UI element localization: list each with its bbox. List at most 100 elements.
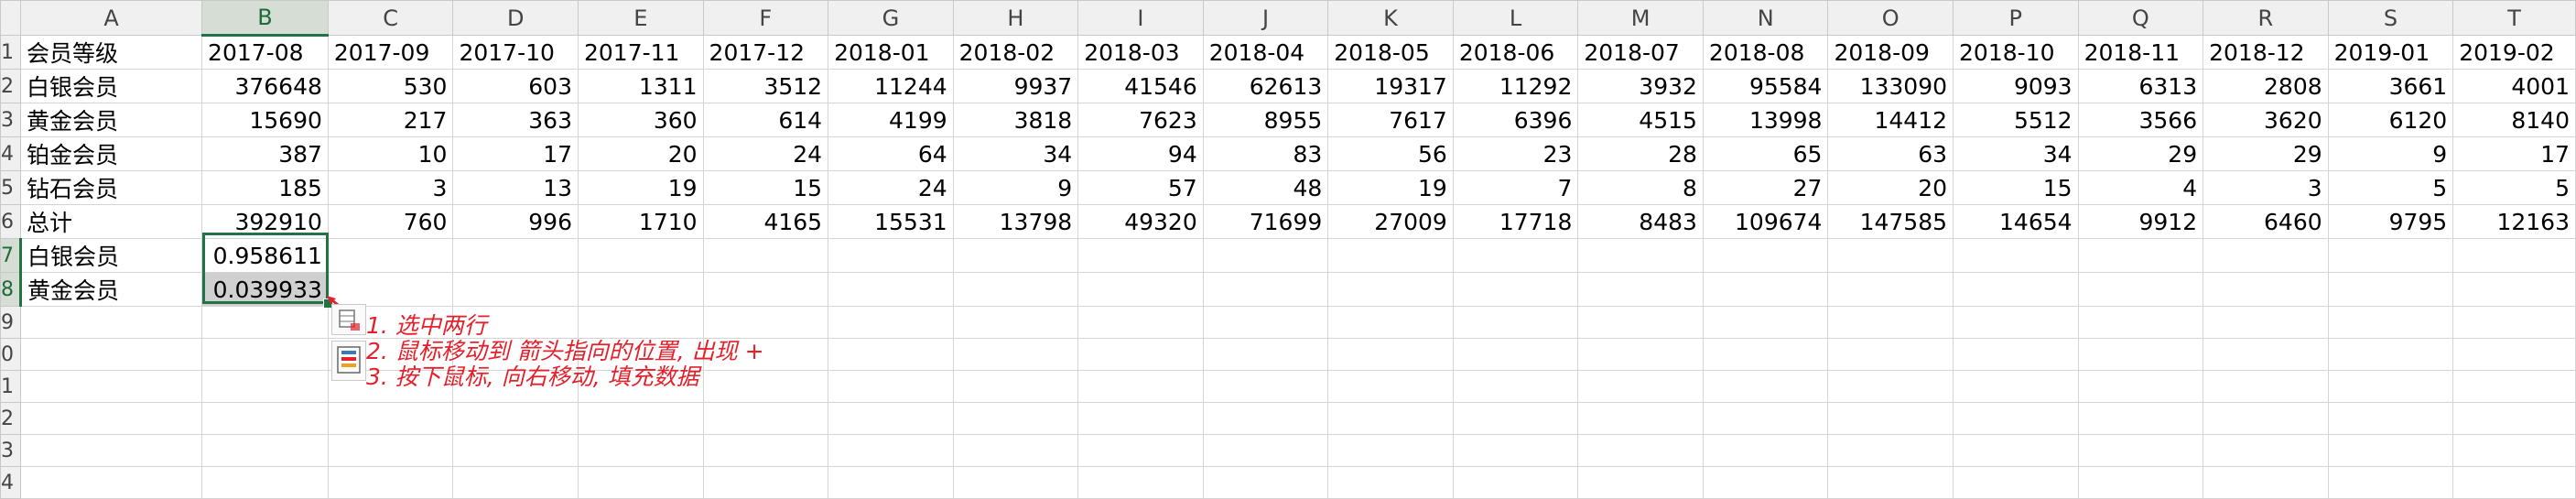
value-cell[interactable]: 62613	[1202, 69, 1329, 103]
empty-cell[interactable]	[2077, 434, 2204, 467]
header-cell-month[interactable]: 2018-04	[1202, 35, 1329, 70]
value-cell[interactable]: 217	[327, 103, 454, 137]
value-cell[interactable]: 13798	[952, 204, 1079, 239]
empty-cell[interactable]	[2203, 238, 2329, 273]
empty-cell[interactable]	[2077, 402, 2204, 435]
empty-cell[interactable]	[452, 402, 579, 435]
column-header[interactable]: B	[201, 0, 329, 37]
header-cell-month[interactable]: 2018-02	[952, 35, 1079, 70]
header-cell-month[interactable]: 2017-10	[452, 35, 579, 70]
empty-cell[interactable]	[1577, 238, 1704, 273]
empty-cell[interactable]	[952, 434, 1079, 467]
empty-cell[interactable]	[1702, 434, 1829, 467]
column-header[interactable]: D	[452, 0, 579, 36]
empty-cell[interactable]	[2327, 402, 2454, 435]
empty-cell[interactable]	[1953, 272, 2079, 307]
empty-cell[interactable]	[1827, 272, 1954, 307]
header-cell-month[interactable]: 2018-09	[1827, 35, 1954, 70]
select-all-corner[interactable]	[0, 0, 21, 36]
value-cell[interactable]: 185	[201, 170, 329, 205]
empty-cell[interactable]	[578, 238, 704, 273]
header-cell-month[interactable]: 2017-12	[702, 35, 829, 70]
value-cell[interactable]: 9795	[2327, 204, 2454, 239]
empty-cell[interactable]	[2077, 272, 2204, 307]
header-cell-month[interactable]: 2018-12	[2203, 35, 2329, 70]
header-cell-month[interactable]: 2018-07	[1577, 35, 1704, 70]
value-cell[interactable]: 11244	[828, 69, 954, 103]
empty-cell[interactable]	[702, 466, 829, 499]
empty-cell[interactable]	[2203, 306, 2329, 339]
empty-cell[interactable]	[1702, 466, 1829, 499]
empty-cell[interactable]	[2203, 402, 2329, 435]
column-header[interactable]: C	[327, 0, 454, 36]
value-cell[interactable]: 1710	[578, 204, 704, 239]
value-cell[interactable]: 4165	[702, 204, 829, 239]
value-cell[interactable]: 2808	[2203, 69, 2329, 103]
empty-cell[interactable]	[1327, 402, 1454, 435]
value-cell[interactable]: 387	[201, 136, 329, 171]
row-header[interactable]: 5	[0, 170, 21, 205]
empty-cell[interactable]	[201, 338, 329, 371]
row-label-cell[interactable]: 白银会员	[19, 69, 203, 103]
value-cell[interactable]: 376648	[201, 69, 329, 103]
format-icon[interactable]	[331, 341, 366, 381]
empty-cell[interactable]	[828, 272, 954, 307]
value-cell[interactable]: 109674	[1702, 204, 1829, 239]
value-cell[interactable]: 147585	[1827, 204, 1954, 239]
empty-cell[interactable]	[702, 238, 829, 273]
empty-cell[interactable]	[1452, 338, 1579, 371]
value-cell[interactable]: 996	[452, 204, 579, 239]
value-cell[interactable]: 15531	[828, 204, 954, 239]
column-header[interactable]: S	[2327, 0, 2454, 36]
column-header[interactable]: N	[1702, 0, 1829, 36]
value-cell[interactable]: 360	[578, 103, 704, 137]
empty-cell[interactable]	[2452, 370, 2576, 403]
row-header[interactable]: 2	[0, 69, 21, 103]
empty-cell[interactable]	[828, 370, 954, 403]
row-label-cell[interactable]: 铂金会员	[19, 136, 203, 171]
value-cell[interactable]: 17	[452, 136, 579, 171]
header-cell-month[interactable]: 2018-06	[1452, 35, 1579, 70]
empty-cell[interactable]	[702, 434, 829, 467]
empty-cell[interactable]	[19, 434, 203, 467]
header-cell-month[interactable]: 2018-10	[1953, 35, 2079, 70]
value-cell[interactable]: 4	[2077, 170, 2204, 205]
empty-cell[interactable]	[2327, 370, 2454, 403]
empty-cell[interactable]	[2203, 434, 2329, 467]
empty-cell[interactable]	[1577, 370, 1704, 403]
value-cell[interactable]: 14412	[1827, 103, 1954, 137]
value-cell[interactable]: 20	[578, 136, 704, 171]
empty-cell[interactable]	[702, 402, 829, 435]
empty-cell[interactable]	[1827, 466, 1954, 499]
empty-cell[interactable]	[1577, 306, 1704, 339]
row-label-cell[interactable]: 总计	[19, 204, 203, 239]
value-cell[interactable]: 29	[2077, 136, 2204, 171]
empty-cell[interactable]	[19, 402, 203, 435]
row-header[interactable]: 9	[0, 306, 21, 339]
value-cell[interactable]: 94	[1077, 136, 1204, 171]
row-label-cell[interactable]: 黄金会员	[19, 272, 203, 307]
empty-cell[interactable]	[1077, 272, 1204, 307]
value-cell[interactable]: 11292	[1452, 69, 1579, 103]
empty-cell[interactable]	[1702, 402, 1829, 435]
column-header[interactable]: J	[1202, 0, 1329, 36]
value-cell[interactable]: 27	[1702, 170, 1829, 205]
empty-cell[interactable]	[1953, 338, 2079, 371]
value-cell[interactable]: 8140	[2452, 103, 2576, 137]
column-header[interactable]: F	[702, 0, 829, 36]
value-cell[interactable]: 5	[2452, 170, 2576, 205]
empty-cell[interactable]	[1327, 306, 1454, 339]
empty-cell[interactable]	[952, 306, 1079, 339]
empty-cell[interactable]	[1077, 402, 1204, 435]
empty-cell[interactable]	[578, 434, 704, 467]
value-cell[interactable]: 9093	[1953, 69, 2079, 103]
value-cell[interactable]: 760	[327, 204, 454, 239]
row-label-cell[interactable]: 黄金会员	[19, 103, 203, 137]
empty-cell[interactable]	[1702, 272, 1829, 307]
value-cell[interactable]: 19	[1327, 170, 1454, 205]
value-cell[interactable]: 49320	[1077, 204, 1204, 239]
empty-cell[interactable]	[2327, 338, 2454, 371]
header-cell-level[interactable]: 会员等级	[19, 35, 203, 70]
empty-cell[interactable]	[1202, 466, 1329, 499]
value-cell[interactable]: 392910	[201, 204, 329, 239]
